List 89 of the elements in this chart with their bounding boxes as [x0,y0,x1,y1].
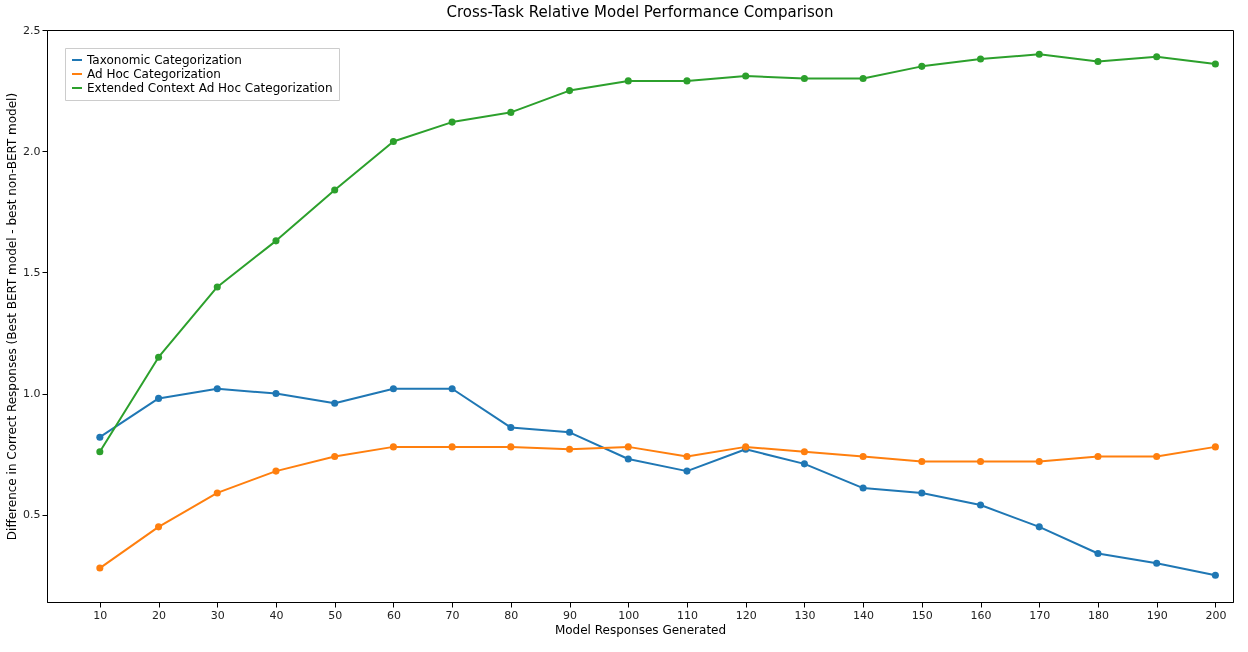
point [389,443,397,451]
x-tick-label: 140 [853,608,875,622]
legend-label: Taxonomic Categorization [86,53,242,67]
point [859,484,867,492]
point [213,489,221,497]
point [1094,57,1102,66]
point [272,390,280,398]
point [1153,53,1161,61]
y-tick-label: 2.0 [23,144,41,158]
point [800,460,808,468]
x-tick-label: 40 [269,608,284,622]
point [1153,453,1161,461]
x-tick-label: 10 [93,608,108,622]
y-tick-label: 1.0 [23,387,41,401]
legend-label: Extended Context Ad Hoc Categorization [87,81,333,95]
y-tick-label: 2.5 [23,23,41,37]
x-tick-label: 170 [1029,608,1051,622]
point [859,74,867,82]
point [800,74,808,82]
point [683,467,691,475]
x-tick-label: 120 [735,608,757,622]
point [918,62,926,70]
legend-label: Ad Hoc Categorization [87,67,221,81]
x-axis-title: Model Responses Generated [554,622,727,637]
point [1211,60,1219,68]
point [977,457,985,465]
x-tick-label: 110 [676,608,698,622]
point [213,283,221,291]
point [331,453,339,461]
x-tick-label: 20 [152,608,167,622]
x-tick-label: 90 [563,608,578,622]
point [1035,457,1043,465]
x-tick-label: 50 [328,608,343,622]
x-tick-label: 190 [1146,608,1168,622]
y-axis-title: Difference in Correct Responses (Best BERT model - best non-BERT model) [5,92,20,541]
x-tick-label: 150 [911,608,933,622]
point [389,385,397,393]
point [918,489,926,497]
point [389,137,397,146]
point [213,385,221,393]
chart-title: Cross-Task Relative Model Performance Comparison [446,3,834,21]
point [566,445,574,453]
point [624,455,632,463]
x-tick-label: 160 [970,608,992,622]
point [507,108,515,116]
point [507,443,515,451]
point [1211,571,1219,579]
point [800,448,808,456]
point [507,423,515,432]
x-tick-label: 30 [210,608,225,622]
x-tick-label: 100 [618,608,640,622]
point [1035,523,1043,531]
point [1153,559,1161,567]
x-tick-label: 180 [1087,608,1109,622]
point [155,394,163,402]
point [1211,443,1219,451]
point [683,77,691,85]
point [96,448,104,456]
point [1035,50,1043,58]
x-tick-label: 80 [504,608,519,622]
point [624,77,632,85]
point [683,453,691,461]
point [566,428,574,436]
y-tick-label: 0.5 [23,508,41,522]
point [331,399,339,407]
x-tick-label: 60 [386,608,401,622]
point [1094,453,1102,461]
point [977,501,985,509]
x-tick-label: 70 [445,608,460,622]
point [448,118,456,126]
point [155,353,163,361]
x-tick-label: 200 [1205,608,1227,622]
point [272,237,280,245]
point [624,443,632,451]
x-tick-label: 130 [794,608,816,622]
point [918,457,926,465]
point [155,523,163,531]
point [742,72,750,80]
point [1094,550,1102,558]
point [448,443,456,451]
point [448,385,456,393]
point [96,564,104,572]
point [272,467,280,475]
point [566,87,574,95]
point [96,433,104,441]
point [331,186,339,194]
point [859,453,867,461]
point [977,55,985,63]
y-tick-label: 1.5 [23,265,41,279]
